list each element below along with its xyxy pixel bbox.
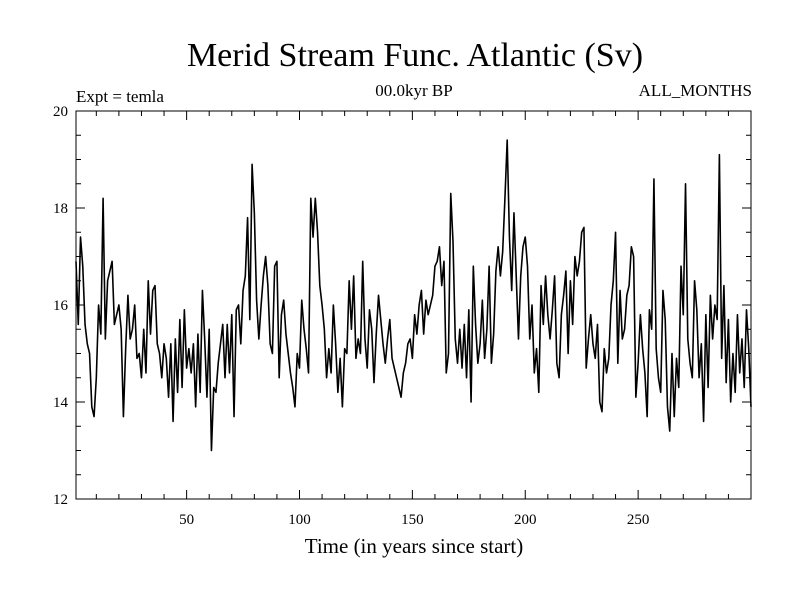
x-tick-label: 200 xyxy=(514,512,537,528)
y-tick-label: 12 xyxy=(53,492,68,508)
plot-frame xyxy=(75,110,752,500)
y-tick-label: 16 xyxy=(53,298,69,314)
chart-title: Merid Stream Func. Atlantic (Sv) xyxy=(187,37,643,74)
series-line xyxy=(75,139,752,452)
y-tick-label: 18 xyxy=(53,201,68,217)
axis-ticks: 50 100 150 200 250 12 14 16 18 20 xyxy=(53,104,751,528)
y-tick-label: 20 xyxy=(53,104,68,120)
x-tick-label: 250 xyxy=(627,512,650,528)
plot-area: 50 100 150 200 250 12 14 16 18 20 xyxy=(53,104,752,528)
y-tick-label: 14 xyxy=(53,395,69,411)
x-tick-label: 150 xyxy=(401,512,424,528)
experiment-label: Expt = temla xyxy=(76,87,164,106)
x-axis-title: Time (in years since start) xyxy=(305,534,524,558)
x-tick-label: 100 xyxy=(288,512,311,528)
months-label: ALL_MONTHS xyxy=(639,81,752,100)
time-period-label: 00.0kyr BP xyxy=(375,81,452,100)
x-tick-label: 50 xyxy=(179,512,194,528)
